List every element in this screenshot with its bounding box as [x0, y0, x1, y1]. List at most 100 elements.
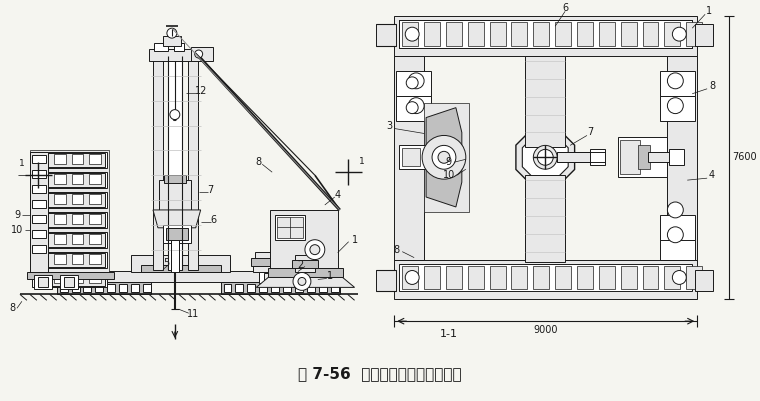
Text: 6: 6: [211, 215, 217, 225]
Bar: [32, 152, 107, 168]
Bar: [259, 271, 271, 284]
Bar: [534, 265, 549, 290]
Bar: [660, 71, 695, 96]
Bar: [660, 96, 695, 121]
Circle shape: [170, 109, 180, 119]
Circle shape: [293, 273, 311, 290]
Bar: [259, 284, 268, 292]
Bar: [34, 233, 106, 247]
Bar: [32, 271, 107, 288]
Bar: [71, 234, 84, 244]
Bar: [511, 22, 527, 46]
Bar: [664, 265, 680, 290]
Bar: [174, 43, 184, 51]
Bar: [511, 265, 527, 290]
Bar: [36, 214, 48, 224]
Bar: [77, 252, 101, 271]
Bar: [80, 271, 91, 284]
Bar: [34, 273, 106, 286]
Bar: [34, 193, 106, 207]
Bar: [34, 173, 106, 187]
Bar: [638, 146, 650, 169]
Bar: [166, 228, 188, 240]
Bar: [32, 192, 107, 208]
Bar: [424, 103, 469, 212]
Polygon shape: [153, 210, 201, 228]
Bar: [264, 273, 270, 282]
Bar: [253, 265, 287, 271]
Bar: [424, 265, 440, 290]
Bar: [220, 282, 340, 294]
Text: 1: 1: [19, 159, 25, 168]
Bar: [686, 265, 702, 290]
Bar: [468, 22, 483, 46]
Text: 1: 1: [352, 235, 358, 245]
Bar: [90, 214, 101, 224]
Bar: [525, 175, 565, 261]
Bar: [90, 234, 101, 244]
Bar: [71, 284, 80, 292]
Circle shape: [422, 136, 466, 179]
Polygon shape: [522, 134, 568, 180]
Bar: [295, 255, 315, 273]
Bar: [307, 284, 315, 292]
Bar: [131, 284, 139, 292]
Bar: [32, 232, 107, 248]
Bar: [36, 154, 48, 164]
Bar: [32, 185, 46, 193]
Bar: [71, 174, 84, 184]
Bar: [292, 259, 318, 267]
Circle shape: [298, 277, 306, 286]
Text: 9000: 9000: [533, 325, 558, 335]
Bar: [642, 22, 658, 46]
Bar: [27, 271, 114, 279]
Bar: [424, 22, 440, 46]
Bar: [399, 146, 427, 169]
Text: 9: 9: [446, 157, 452, 167]
Circle shape: [310, 245, 320, 255]
Bar: [556, 265, 571, 290]
Bar: [556, 22, 571, 46]
Bar: [149, 49, 204, 61]
Bar: [667, 56, 697, 259]
Bar: [90, 174, 101, 184]
Bar: [283, 284, 291, 292]
Text: 图 7-56  全液压式静力压桩机压桩: 图 7-56 全液压式静力压桩机压桩: [298, 366, 461, 381]
Bar: [236, 284, 243, 292]
Bar: [446, 22, 462, 46]
Bar: [90, 253, 101, 263]
Bar: [163, 36, 181, 46]
Text: 10: 10: [443, 170, 455, 180]
Bar: [489, 265, 505, 290]
Bar: [399, 20, 692, 48]
Circle shape: [667, 98, 683, 113]
Bar: [660, 235, 695, 259]
Bar: [621, 22, 637, 46]
Bar: [468, 265, 483, 290]
Bar: [618, 138, 667, 177]
Bar: [534, 22, 549, 46]
Circle shape: [667, 227, 683, 243]
Bar: [396, 96, 431, 121]
Bar: [686, 22, 702, 46]
Text: 8: 8: [709, 81, 715, 91]
Bar: [171, 240, 179, 271]
Bar: [394, 16, 697, 56]
Bar: [331, 284, 339, 292]
Bar: [34, 253, 106, 267]
Bar: [599, 265, 615, 290]
Bar: [270, 210, 337, 269]
Bar: [34, 153, 106, 167]
Bar: [399, 20, 692, 48]
Bar: [34, 275, 52, 290]
Bar: [54, 194, 65, 204]
Text: 4: 4: [334, 190, 340, 200]
Text: 2: 2: [297, 259, 303, 269]
Bar: [119, 284, 127, 292]
Polygon shape: [426, 107, 462, 207]
Bar: [399, 263, 692, 292]
Bar: [141, 265, 220, 273]
Text: 7: 7: [207, 185, 214, 195]
Bar: [223, 284, 232, 292]
Bar: [247, 284, 255, 292]
